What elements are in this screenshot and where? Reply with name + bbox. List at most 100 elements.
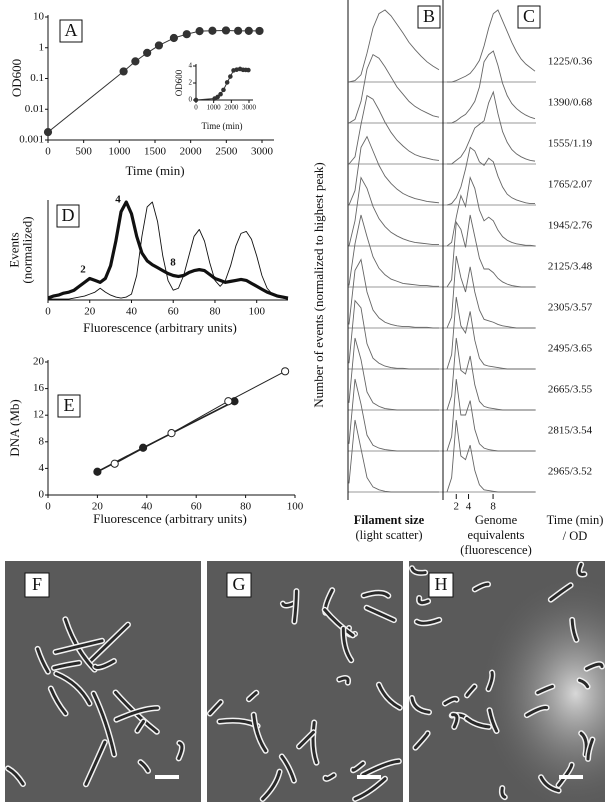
data-point (131, 57, 140, 66)
cell-body (377, 683, 402, 710)
data-point (224, 397, 233, 406)
micrograph: H (409, 561, 605, 802)
panel-letter-box (24, 572, 50, 598)
row-label: 2495/3.65 (548, 343, 593, 355)
x-tick-label: 2000 (224, 104, 239, 112)
x-tick-label: 2 (454, 501, 460, 513)
x-tick-label: 60 (191, 501, 203, 513)
row-label: 2125/3.48 (548, 261, 593, 273)
row-label: 2815/3.54 (548, 425, 593, 437)
histogram-curve (348, 337, 439, 411)
data-point (193, 97, 199, 103)
x-tick-label: 0 (45, 146, 51, 158)
cell-body (280, 755, 296, 783)
y-tick-label: 4 (39, 462, 45, 474)
panel-letter-box (56, 204, 80, 228)
cell-body (54, 672, 92, 706)
panel-letter-box (226, 572, 252, 598)
panel-letter: D (62, 205, 75, 225)
histogram-curve (348, 258, 439, 329)
histogram-curve (447, 90, 536, 165)
cell-body (465, 684, 477, 697)
y-tick-label: 4 (189, 62, 193, 70)
cell-body (252, 713, 268, 753)
cell-body (324, 773, 336, 781)
data-point (143, 48, 152, 58)
data-point (119, 67, 128, 76)
panel-letter-box (428, 572, 454, 598)
panel-letter: B (423, 6, 435, 26)
x-tick-label: 60 (168, 306, 180, 318)
annotation: 2 (80, 264, 86, 276)
histogram-curve (446, 146, 535, 206)
cell-body (549, 583, 573, 602)
histogram-curve (348, 299, 439, 370)
row-label: 2965/3.52 (548, 466, 592, 478)
cell-body (451, 713, 459, 729)
x-tick-label: 20 (84, 306, 96, 318)
cell-body (417, 596, 430, 605)
data-point (215, 94, 220, 100)
row-label: 1390/0.68 (548, 97, 593, 109)
panel-letter: C (523, 6, 535, 26)
cell-body (473, 582, 490, 591)
cell-body (362, 591, 390, 598)
panel-letter: A (65, 20, 78, 40)
data-point (182, 30, 191, 39)
data-point (281, 367, 290, 376)
histogram-curve (348, 9, 440, 83)
x-axis-label: Genome (475, 513, 518, 527)
y-axis-label: Events (6, 232, 21, 267)
y-tick-label: 1 (39, 41, 45, 53)
x-tick-label: 2500 (215, 146, 238, 158)
y-tick-label: 0.01 (25, 103, 44, 115)
x-tick-label: 2000 (180, 146, 203, 158)
x-axis-label: (fluorescence) (460, 543, 531, 557)
y-tick-label: 2 (189, 79, 193, 87)
cell-body (410, 696, 431, 714)
micrograph: G (207, 561, 403, 802)
cell-body (52, 661, 81, 670)
x-tick-label: 1000 (207, 104, 222, 112)
annotation: 8 (170, 257, 176, 269)
cell-body (36, 647, 50, 674)
y-tick-label: 20 (33, 356, 45, 368)
histogram-curve (348, 94, 440, 165)
x-tick-label: 40 (126, 306, 138, 318)
x-tick-label: 1500 (144, 146, 167, 158)
cell-body (337, 676, 350, 685)
cell-body (486, 671, 494, 691)
cell-body (415, 618, 441, 625)
cell-body (114, 706, 159, 722)
x-axis-label: Time (min) (125, 163, 184, 178)
x-axis-label: Fluorescence (arbitrary units) (83, 320, 237, 335)
cell-body (351, 761, 365, 772)
x-tick-label: 100 (287, 501, 304, 513)
x-tick-label: 0 (45, 306, 51, 318)
row-label: 1555/1.19 (548, 138, 593, 150)
histogram-curve (446, 337, 535, 411)
series-line (47, 200, 289, 300)
cell-body (577, 562, 586, 576)
cell-body (570, 618, 578, 642)
data-point (228, 74, 233, 79)
data-point (167, 429, 176, 438)
cell-body (578, 678, 590, 689)
cell-body (361, 759, 401, 777)
cell-body (500, 786, 507, 799)
panel-letter-box (517, 5, 541, 29)
y-tick-label: 12 (33, 409, 44, 421)
cell-body (443, 697, 459, 705)
y-tick-label: 16 (33, 382, 45, 394)
x-tick-label: 8 (490, 501, 496, 513)
row-title: / OD (563, 529, 588, 543)
cell-body (410, 566, 427, 575)
data-point (169, 33, 179, 43)
cell-body (93, 659, 116, 670)
x-tick-label: 80 (240, 501, 252, 513)
x-tick-label: 500 (75, 146, 92, 158)
cell-body (281, 601, 296, 608)
panel-letter: G (233, 574, 246, 594)
y-tick-label: 8 (39, 435, 45, 447)
cell-body (557, 763, 574, 787)
